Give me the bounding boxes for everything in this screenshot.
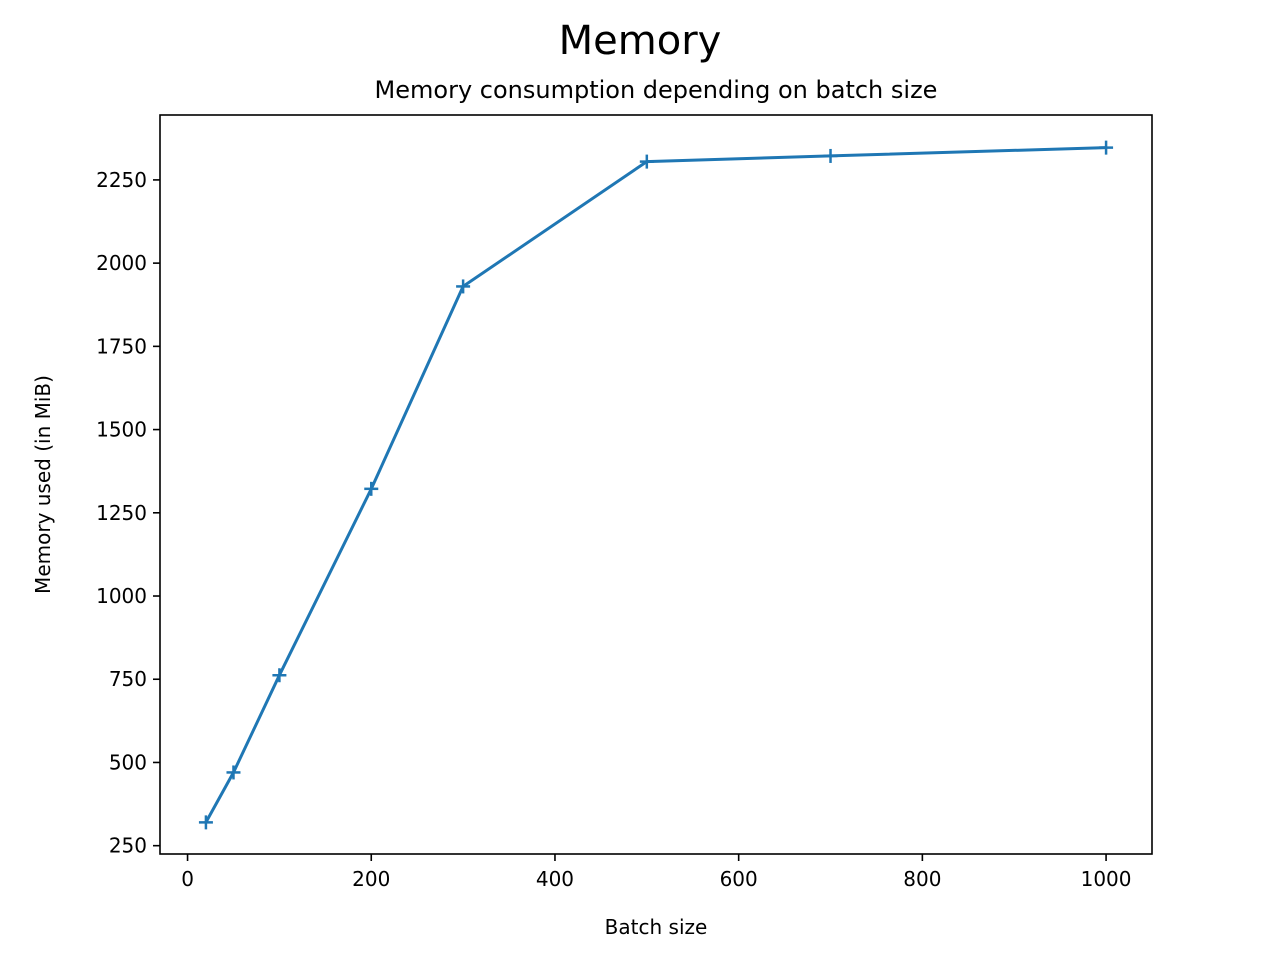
data-point: [639, 154, 654, 169]
x-tick-label: 200: [352, 867, 390, 891]
x-axis-label: Batch size: [605, 915, 708, 939]
x-tick-label: 400: [536, 867, 574, 891]
y-tick-label: 1750: [96, 334, 147, 358]
x-tick-label: 800: [903, 867, 941, 891]
y-tick-label: 1250: [96, 501, 147, 525]
x-tick-label: 1000: [1081, 867, 1132, 891]
data-point: [456, 279, 471, 294]
x-tick-label: 600: [720, 867, 758, 891]
series-line: [204, 146, 1107, 824]
y-axis: 250 500 750 1000 1250 1500 1750 2000 2250: [96, 168, 160, 858]
y-tick-label: 2250: [96, 168, 147, 192]
data-point: [272, 668, 287, 683]
data-point: [364, 481, 379, 496]
y-tick-label: 1500: [96, 418, 147, 442]
y-axis-label: Memory used (in MiB): [31, 375, 55, 594]
y-tick-label: 500: [109, 750, 147, 774]
y-tick-label: 2000: [96, 251, 147, 275]
x-axis: 0 200 400 600 800 1000: [181, 854, 1132, 891]
data-point: [226, 765, 241, 780]
plot-frame: [159, 114, 1153, 855]
y-tick-label: 750: [109, 667, 147, 691]
x-tick-label: 0: [181, 867, 194, 891]
chart-title: Memory: [559, 18, 722, 64]
data-point: [823, 148, 838, 163]
chart-subtitle: Memory consumption depending on batch si…: [375, 76, 938, 104]
y-tick-label: 1000: [96, 584, 147, 608]
data-point: [1099, 140, 1114, 155]
series-markers: [198, 140, 1114, 830]
data-point: [198, 815, 213, 830]
y-tick-label: 250: [109, 834, 147, 858]
